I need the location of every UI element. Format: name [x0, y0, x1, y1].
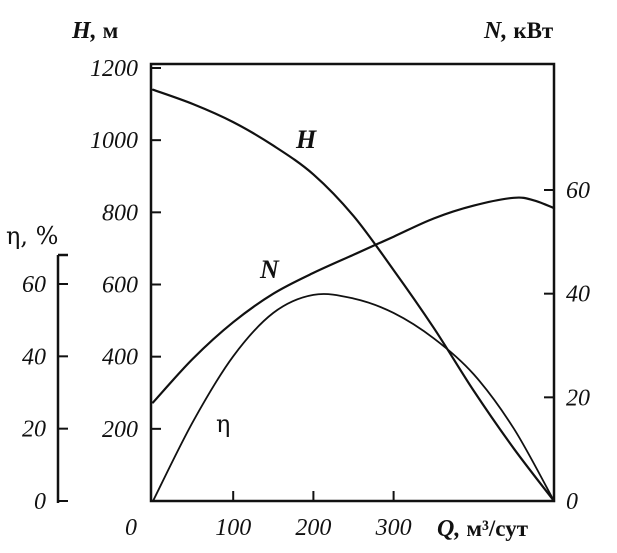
left-axis-title: H, м — [71, 18, 118, 44]
right-axis-title: N, кВт — [483, 18, 554, 44]
x-axis-tick-label: 0 — [125, 515, 137, 541]
x-axis-tick-label: 200 — [295, 515, 331, 541]
left-axis-tick-label: 1200 — [90, 56, 138, 82]
plot-frame — [149, 62, 556, 503]
right-axis-tick-label: 20 — [566, 385, 590, 411]
curve-n — [151, 196, 556, 404]
eta-axis-title: η, % — [6, 222, 58, 250]
left-axis-tick-label: 1000 — [90, 128, 138, 154]
curve-h — [151, 88, 556, 503]
eta-axis-tick-label: 40 — [22, 344, 46, 370]
curve-label-h: H — [295, 125, 317, 154]
curve-eta — [152, 293, 555, 502]
eta-axis-tick-label: 60 — [22, 272, 46, 298]
left-axis-tick-label: 600 — [102, 273, 138, 299]
right-axis-tick-label: 40 — [566, 282, 590, 308]
eta-axis-tick-label: 20 — [22, 417, 46, 443]
x-axis-title: Q, м³/сут — [437, 516, 529, 542]
left-axis-tick-label: 400 — [102, 345, 138, 371]
curve-label-eta: η — [216, 410, 230, 438]
right-axis-tick-label: 0 — [566, 489, 578, 515]
x-axis-tick-label: 100 — [215, 515, 251, 541]
x-axis-tick-label: 300 — [375, 515, 412, 541]
curve-label-n: N — [259, 255, 280, 284]
eta-axis-tick-label: 0 — [34, 489, 46, 515]
left-axis-tick-label: 200 — [102, 417, 138, 443]
right-axis-tick-label: 60 — [566, 178, 590, 204]
left-axis-tick-label: 800 — [102, 200, 138, 226]
curves-layer — [151, 88, 556, 503]
